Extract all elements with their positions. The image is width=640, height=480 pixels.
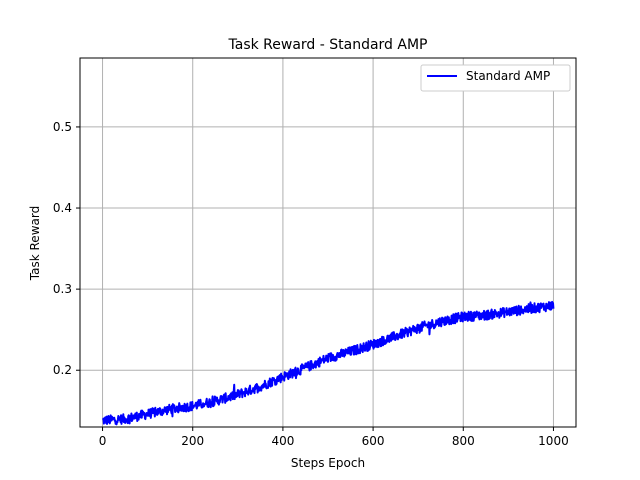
x-tick-label: 400 xyxy=(271,434,294,448)
y-tick-label: 0.3 xyxy=(53,282,72,296)
y-tick-label: 0.4 xyxy=(53,201,72,215)
y-tick-label: 0.2 xyxy=(53,363,72,377)
x-tick-label: 800 xyxy=(452,434,475,448)
plot-frame xyxy=(79,57,577,428)
x-tick-label: 1000 xyxy=(538,434,569,448)
x-tick-label: 200 xyxy=(181,434,204,448)
series-line-standard-amp xyxy=(102,300,555,426)
chart-title: Task Reward - Standard AMP xyxy=(228,37,428,53)
tick-layer: 0 200 400 600 800 1000 0.2 0.3 0.4 0.5 xyxy=(53,120,569,448)
plot-area xyxy=(102,300,555,426)
grid-layer xyxy=(80,58,576,427)
x-axis-label: Steps Epoch xyxy=(291,456,365,470)
legend: Standard AMP xyxy=(420,64,571,92)
y-tick-label: 0.5 xyxy=(53,120,72,134)
legend-box xyxy=(420,64,571,92)
series-layer xyxy=(102,300,555,426)
x-tick-label: 0 xyxy=(99,434,107,448)
x-tick-label: 600 xyxy=(362,434,385,448)
y-axis-label: Task Reward xyxy=(28,206,42,281)
legend-label-standard-amp: Standard AMP xyxy=(466,69,550,83)
